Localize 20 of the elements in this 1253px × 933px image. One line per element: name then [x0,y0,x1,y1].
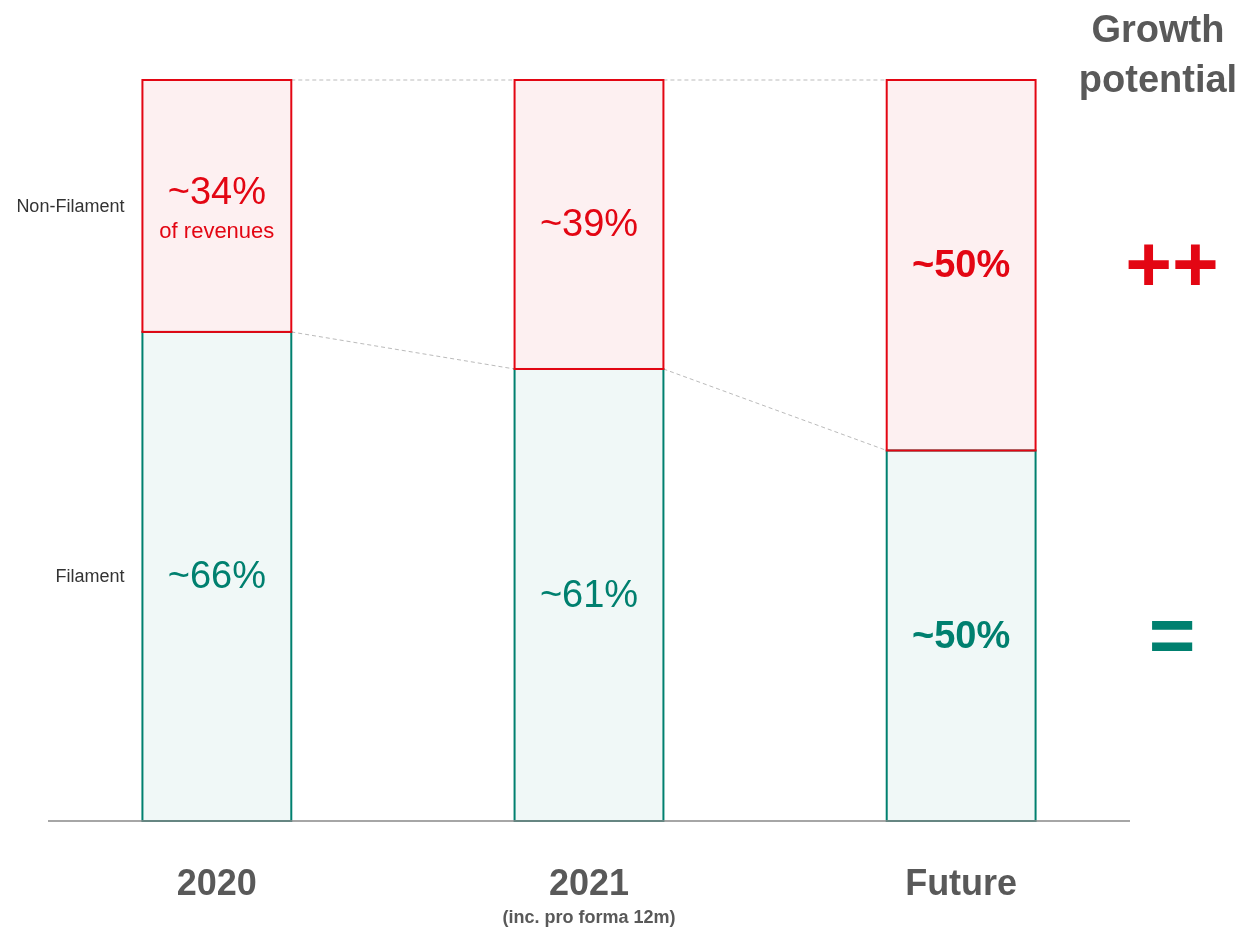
bar [885,449,1037,822]
annotation: Growth potential [1078,8,1238,100]
data-label: ~50% [912,243,1011,286]
data-label: ~61% [539,572,639,615]
series-label: Non-Filament [16,195,125,216]
bar [885,79,1037,452]
bar [513,79,665,370]
text: = [1148,589,1196,679]
series-label: Filament [55,566,125,587]
x-tick-label: 2021 (inc. pro forma 12m) [502,862,676,927]
x-tick-label: 2020 [176,862,257,903]
data-label: ~34% of revenues [159,169,275,243]
x-tick-label: Future [905,862,1018,903]
bar [141,79,293,333]
bar [141,330,293,822]
annotation: ++ [1125,219,1219,309]
bar [513,367,665,822]
data-label: ~66% [167,554,266,597]
data-label: ~39% [539,202,639,245]
data-label: ~50% [912,613,1011,656]
